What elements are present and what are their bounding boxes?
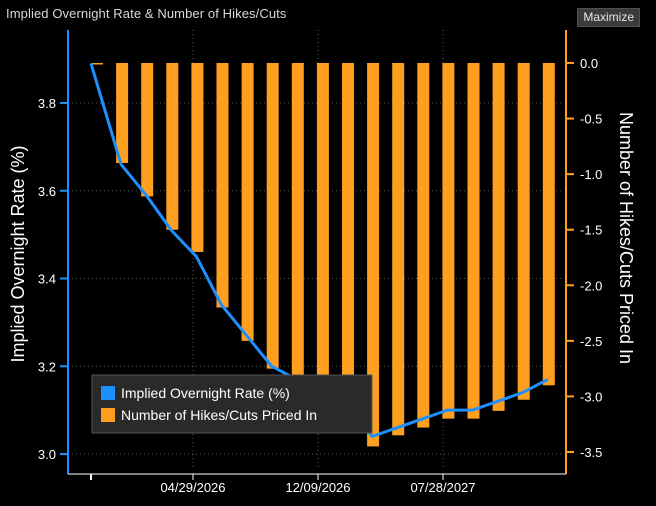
- chart-title: Implied Overnight Rate & Number of Hikes…: [6, 6, 287, 21]
- x-tick-label: 12/09/2026: [285, 480, 350, 495]
- left-axis-title: Implied Overnight Rate (%): [8, 145, 28, 362]
- right-tick-label: -1.0: [580, 167, 602, 182]
- bar: [216, 63, 229, 308]
- legend-line-label: Implied Overnight Rate (%): [121, 385, 290, 401]
- bar: [241, 63, 254, 341]
- bar: [342, 63, 354, 414]
- right-axis: 0.0 -0.5 -1.0 -1.5 -2.0 -2.5 -3.0 -3.5: [565, 30, 602, 474]
- bar: [417, 63, 430, 428]
- right-tick-label: -3.5: [580, 445, 602, 460]
- right-tick-label: -0.5: [580, 112, 602, 127]
- legend-box: [91, 374, 373, 434]
- right-tick-label: -1.5: [580, 223, 602, 238]
- right-tick-label: -3.0: [580, 389, 602, 404]
- left-tick-label: 3.2: [38, 359, 56, 374]
- x-tick-label: 04/29/2026: [160, 480, 225, 495]
- legend: Implied Overnight Rate (%) Number of Hik…: [91, 374, 373, 434]
- left-tick-label: 3.0: [38, 447, 56, 462]
- bar: [91, 63, 103, 65]
- left-tick-label: 3.8: [38, 96, 56, 111]
- bar: [467, 63, 480, 419]
- left-axis: 3.0 3.2 3.4 3.6 3.8: [38, 30, 69, 474]
- bar: [291, 63, 304, 386]
- legend-line-swatch: [101, 386, 115, 400]
- legend-bar-swatch: [101, 408, 115, 422]
- right-tick-label: -2.0: [580, 278, 602, 293]
- right-tick-label: 0.0: [580, 56, 598, 71]
- bar: [542, 63, 555, 386]
- bar: [442, 63, 455, 419]
- bar: [492, 63, 505, 411]
- x-axis: 04/29/2026 12/09/2026 07/28/2027: [68, 473, 566, 495]
- bar: [367, 63, 380, 447]
- right-tick-label: -2.5: [580, 334, 602, 349]
- bar: [392, 63, 405, 436]
- bar: [141, 63, 154, 197]
- legend-bar-label: Number of Hikes/Cuts Priced In: [121, 407, 317, 423]
- bar: [116, 63, 129, 164]
- bar: [166, 63, 179, 230]
- bar: [517, 63, 530, 400]
- left-tick-label: 3.4: [38, 272, 56, 287]
- left-tick-label: 3.6: [38, 184, 56, 199]
- maximize-button[interactable]: Maximize: [577, 8, 640, 27]
- right-axis-title: Number of Hikes/Cuts Priced In: [616, 112, 636, 364]
- bar: [191, 63, 204, 252]
- bar: [316, 63, 329, 408]
- x-tick-label: 07/28/2027: [410, 480, 475, 495]
- title-bar: Implied Overnight Rate & Number of Hikes…: [0, 0, 656, 27]
- bar-series: [91, 63, 555, 447]
- bar: [266, 63, 279, 369]
